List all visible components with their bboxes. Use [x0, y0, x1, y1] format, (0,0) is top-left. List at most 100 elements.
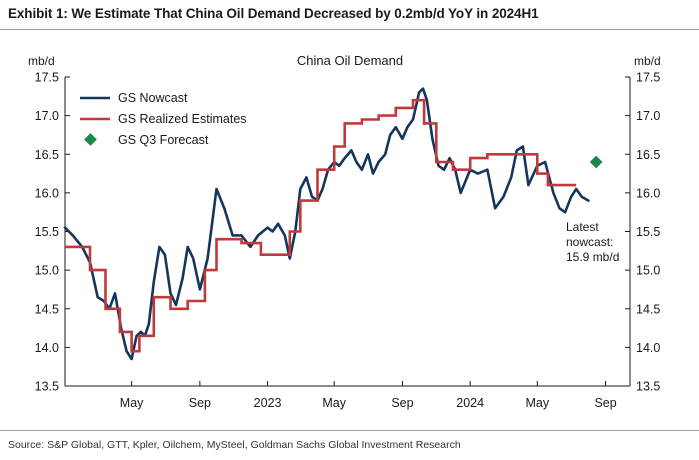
nowcast-point	[544, 161, 546, 163]
nowcast-point	[418, 92, 420, 94]
nowcast-point	[344, 157, 346, 159]
source-note: Source: S&P Global, GTT, Kpler, Oilchem,…	[8, 439, 461, 451]
nowcast-point	[528, 184, 530, 186]
series-line-gs-nowcast	[63, 87, 590, 361]
y-tick-label-left: 17.5	[35, 71, 59, 85]
nowcast-point	[272, 231, 274, 233]
nowcast-point	[72, 235, 74, 237]
x-tick-label: 2023	[254, 396, 282, 410]
nowcast-point	[494, 208, 496, 210]
x-tick-label: May	[526, 396, 550, 410]
nowcast-point	[412, 119, 414, 121]
series-line-gs-realized-estimates	[65, 98, 577, 353]
nowcast-point	[182, 277, 184, 279]
latest-nowcast-annotation: Latest nowcast: 15.9 mb/d	[566, 220, 619, 264]
nowcast-point	[322, 188, 324, 190]
nowcast-point	[510, 177, 512, 179]
y-tick-label-left: 14.5	[35, 302, 59, 316]
exhibit-title: Exhibit 1: We Estimate That China Oil De…	[8, 6, 539, 21]
y-tick-label-right: 17.0	[636, 109, 660, 123]
nowcast-point	[300, 188, 302, 190]
nowcast-point	[581, 196, 583, 198]
x-tick-label: Sep	[594, 396, 616, 410]
y-axis-label-left: mb/d	[28, 54, 55, 68]
nowcast-point	[407, 126, 409, 128]
nowcast-point	[432, 138, 434, 140]
legend-swatch-forecast	[84, 133, 97, 146]
nowcast-point	[389, 134, 391, 136]
forecast-marker-q3	[589, 155, 603, 169]
nowcast-point	[356, 161, 358, 163]
y-tick-label-right: 15.5	[636, 225, 660, 239]
nowcast-point	[170, 293, 172, 295]
y-tick-label-left: 13.5	[35, 380, 59, 394]
nowcast-point	[257, 235, 259, 237]
y-tick-label-left: 14.0	[35, 341, 59, 355]
nowcast-point	[477, 173, 479, 175]
legend-label-forecast: GS Q3 Forecast	[118, 133, 209, 147]
nowcast-point	[367, 154, 369, 156]
nowcast-point	[153, 281, 155, 283]
axes: 13.5 13.5 14.0 14.0 14.5 14.5 15.0 15.0 15.5 15.5…	[35, 71, 661, 411]
x-tick-label: May	[120, 396, 144, 410]
nowcast-point	[216, 188, 218, 190]
nowcast-point	[148, 323, 150, 325]
y-tick-label-left: 17.0	[35, 109, 59, 123]
bottom-divider	[0, 430, 699, 431]
nowcast-point	[372, 173, 374, 175]
legend-label-realized: GS Realized Estimates	[118, 112, 247, 126]
nowcast-point	[553, 192, 555, 194]
nowcast-point	[64, 227, 66, 229]
y-tick-label-left: 15.0	[35, 264, 59, 278]
annotation-line-1: Latest	[566, 220, 599, 234]
nowcast-point	[267, 227, 269, 229]
nowcast-point	[126, 350, 128, 352]
top-divider	[0, 29, 699, 30]
y-tick-label-left: 15.5	[35, 225, 59, 239]
legend: GS Nowcast GS Realized Estimates GS Q3 F…	[80, 91, 247, 147]
nowcast-point	[449, 157, 451, 159]
nowcast-point	[199, 289, 201, 291]
nowcast-point	[426, 99, 428, 101]
nowcast-point	[559, 208, 561, 210]
y-tick-label-right: 15.0	[636, 264, 660, 278]
nowcast-point	[402, 138, 404, 140]
nowcast-point	[187, 246, 189, 248]
nowcast-point	[564, 211, 566, 213]
nowcast-point	[438, 165, 440, 167]
nowcast-point	[250, 246, 252, 248]
y-tick-label-right: 16.0	[636, 186, 660, 200]
legend-label-nowcast: GS Nowcast	[118, 91, 188, 105]
chart-title: China Oil Demand	[297, 53, 403, 68]
nowcast-point	[97, 296, 99, 298]
y-axis-label-right: mb/d	[634, 54, 661, 68]
nowcast-point	[175, 304, 177, 306]
series-layer	[63, 87, 603, 361]
annotation-line-3: 15.9 mb/d	[566, 250, 619, 264]
y-tick-label-right: 13.5	[636, 380, 660, 394]
nowcast-point	[351, 150, 353, 152]
nowcast-point	[361, 169, 363, 171]
nowcast-point	[588, 200, 590, 202]
nowcast-point	[522, 146, 524, 148]
nowcast-point	[460, 192, 462, 194]
nowcast-point	[487, 169, 489, 171]
nowcast-point	[164, 254, 166, 256]
nowcast-point	[378, 161, 380, 163]
nowcast-point	[136, 335, 138, 337]
nowcast-point	[575, 188, 577, 190]
nowcast-point	[338, 165, 340, 167]
nowcast-point	[443, 169, 445, 171]
nowcast-point	[232, 235, 234, 237]
nowcast-point	[516, 150, 518, 152]
x-tick-label: Sep	[391, 396, 413, 410]
china-oil-demand-chart: China Oil Demand mb/d mb/d 13.5 13.5 14.0 1…	[28, 53, 661, 411]
y-tick-label-right: 16.5	[636, 148, 660, 162]
y-tick-label-right: 17.5	[636, 71, 660, 85]
y-tick-label-right: 14.0	[636, 341, 660, 355]
nowcast-point	[422, 88, 424, 90]
y-tick-label-left: 16.0	[35, 186, 59, 200]
nowcast-point	[131, 358, 133, 360]
nowcast-point	[207, 258, 209, 260]
nowcast-point	[114, 293, 116, 295]
